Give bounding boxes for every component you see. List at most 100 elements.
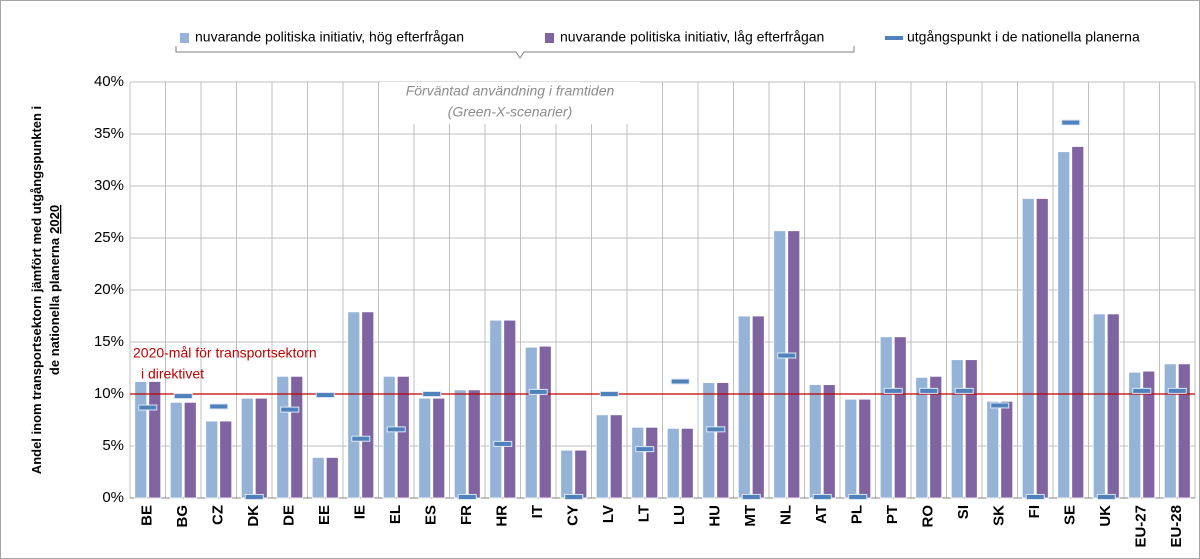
x-tick-label: FR (458, 505, 475, 525)
bar (560, 449, 574, 499)
x-tick-label: EE (316, 505, 333, 525)
bar (574, 449, 588, 499)
y-axis-label-line: de nationella planerna (47, 237, 62, 375)
x-tick-label: PT (884, 505, 901, 524)
bar (382, 375, 396, 499)
legend-label: nuvarande politiska initiativ, hög efter… (195, 29, 464, 45)
baseline-marker (457, 493, 477, 500)
x-tick-label: EL (387, 505, 404, 524)
baseline-marker (990, 402, 1010, 409)
bar (808, 384, 822, 499)
bar (986, 400, 1000, 499)
bar (964, 359, 978, 499)
baseline-marker (528, 388, 548, 395)
bar (929, 375, 943, 499)
x-tick-label: BE (139, 505, 156, 526)
x-tick-label: CZ (210, 505, 227, 525)
bar (1177, 363, 1191, 499)
baseline-marker (386, 426, 406, 433)
bar (503, 319, 517, 499)
bar (680, 427, 694, 499)
bar (1057, 151, 1071, 499)
bar (822, 384, 836, 499)
bar (1071, 146, 1085, 499)
baseline-marker (777, 352, 797, 359)
bar (1035, 198, 1049, 499)
bar (915, 376, 929, 499)
bar (1163, 363, 1177, 499)
bar (702, 382, 716, 499)
bar (595, 414, 609, 499)
baseline-marker (138, 404, 158, 411)
bar (538, 345, 552, 499)
baseline-marker (635, 446, 655, 453)
bar (169, 401, 183, 499)
baseline-marker (919, 387, 939, 394)
baseline-marker (1025, 493, 1045, 500)
baseline-marker (741, 493, 761, 500)
bar (1021, 198, 1035, 499)
y-tick-label: 40% (94, 73, 124, 90)
y-tick-label: 20% (94, 281, 124, 298)
bar (1092, 313, 1106, 499)
bar (879, 336, 893, 499)
x-tick-label: SI (955, 505, 972, 519)
x-tick-label: LT (636, 505, 653, 522)
baseline-marker (244, 493, 264, 500)
baseline-marker (1061, 119, 1081, 126)
x-tick-label: DK (245, 505, 262, 527)
y-tick-label: 30% (94, 177, 124, 194)
target-label: 2020-mål för transportsektorn (133, 345, 317, 361)
bar (609, 414, 623, 499)
x-tick-label: LU (671, 505, 688, 525)
y-axis-label: Andel inom transportsektorn jämfört med … (29, 106, 62, 474)
bar (254, 397, 268, 499)
x-tick-label: HR (494, 505, 511, 527)
bar (1000, 400, 1014, 499)
x-tick-label: HU (707, 505, 724, 527)
x-tick-label: FI (1026, 505, 1043, 518)
bar (134, 381, 148, 499)
bar (219, 420, 233, 499)
baseline-marker (173, 393, 193, 400)
bar (396, 375, 410, 499)
x-tick-label: SE (1062, 505, 1079, 525)
bar (645, 426, 659, 499)
bar (787, 230, 801, 499)
x-tick-label: LV (600, 505, 617, 523)
baseline-marker (706, 426, 726, 433)
target-label: i direktivet (141, 366, 204, 382)
baseline-marker (564, 493, 584, 500)
bar (858, 398, 872, 499)
y-tick-label: 25% (94, 229, 124, 246)
baseline-marker (422, 391, 442, 397)
bar (361, 311, 375, 499)
x-tick-label: NL (778, 505, 795, 525)
x-tick-label: IE (352, 505, 369, 519)
bar (631, 426, 645, 499)
annotation-bg (380, 82, 640, 124)
bar (489, 319, 503, 499)
baseline-marker (599, 391, 619, 397)
bar (1128, 371, 1142, 499)
baseline-marker (315, 392, 335, 399)
bar (524, 346, 538, 499)
bar (432, 397, 446, 499)
bar (240, 397, 254, 499)
x-tick-label: CY (565, 505, 582, 526)
x-tick-label: BG (174, 505, 191, 528)
bar (751, 315, 765, 499)
bar (844, 398, 858, 499)
bar (205, 420, 219, 499)
bar (1142, 370, 1156, 499)
y-tick-label: 35% (94, 125, 124, 142)
x-tick-label: SK (991, 505, 1008, 526)
annotation: (Green-X-scenarier) (448, 104, 572, 120)
x-tick-label: DE (281, 505, 298, 526)
bar (347, 311, 361, 499)
y-tick-label: 15% (94, 333, 124, 350)
legend-brace (175, 46, 855, 59)
x-tick-label: ES (423, 505, 440, 525)
baseline-marker (1096, 493, 1116, 500)
